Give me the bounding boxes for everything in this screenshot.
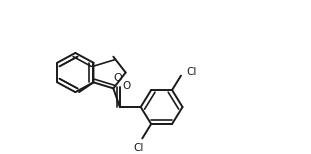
Text: Cl: Cl [186,67,196,77]
Text: O: O [123,81,131,91]
Text: Cl: Cl [133,143,143,153]
Text: O: O [114,73,122,83]
